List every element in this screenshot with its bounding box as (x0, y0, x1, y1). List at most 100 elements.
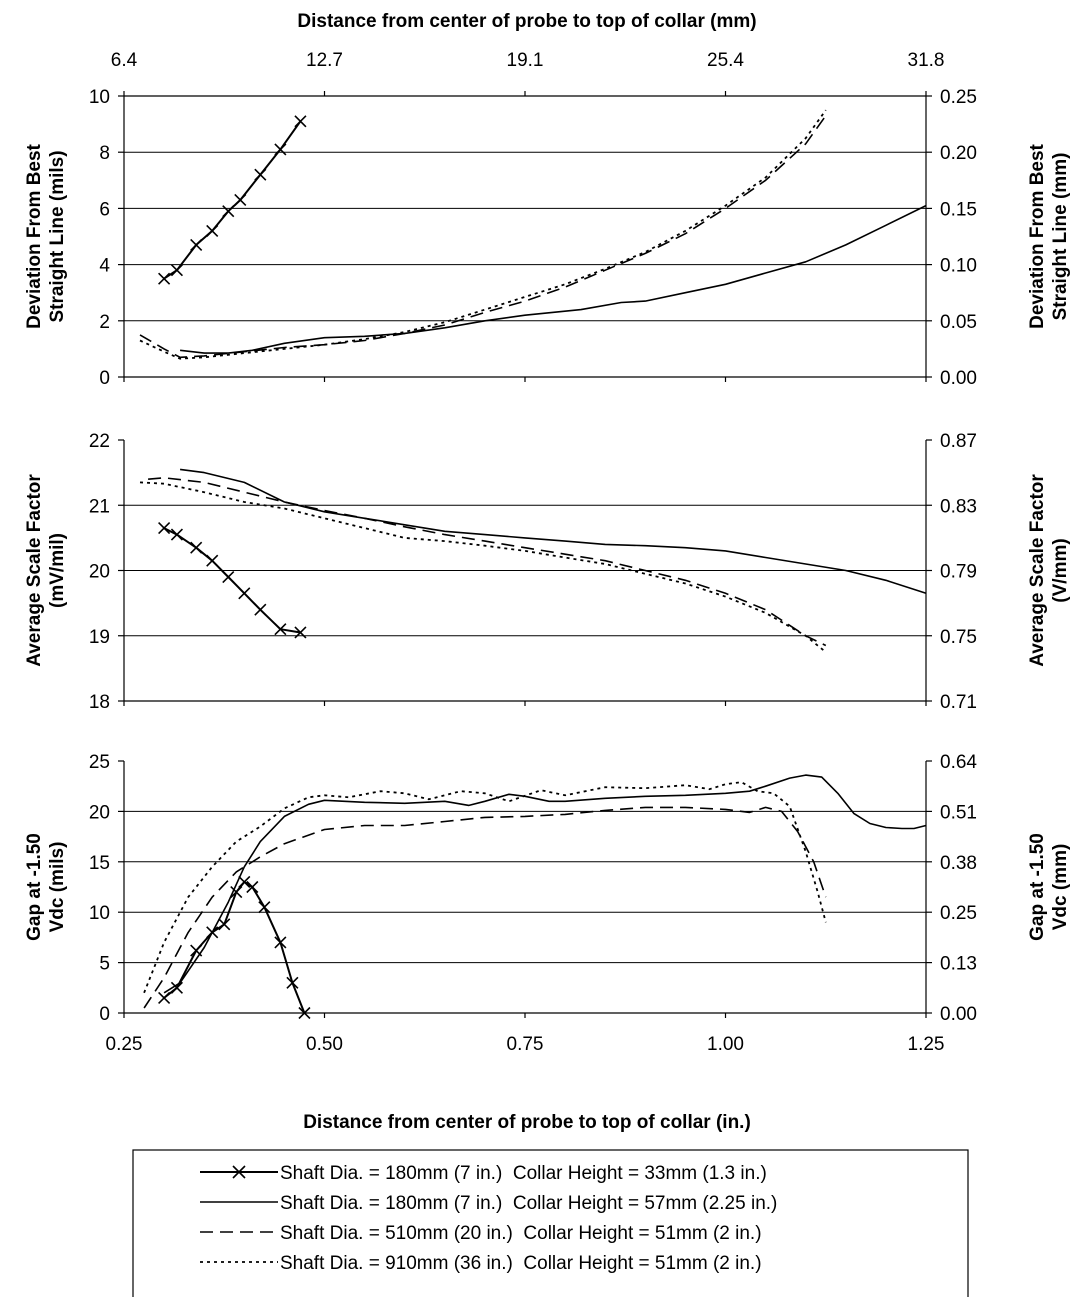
legend-x-marker (232, 1165, 246, 1179)
top-axis: 6.4 12.7 19.1 25.4 31.8 (111, 50, 945, 97)
left-tick-label: 0 (99, 1004, 110, 1025)
x-tick-label: 1.00 (707, 1034, 744, 1055)
x-marker (218, 918, 231, 931)
left-tick-label: 5 (99, 954, 110, 975)
series-line-dotted (143, 781, 827, 994)
x-tick-label: 0.25 (106, 1034, 143, 1055)
left-axis-title-line-2: Vdc (mils) (47, 842, 68, 933)
x-marker (254, 603, 267, 616)
left-axis-title-line-1: Deviation From Best (24, 143, 45, 328)
x-marker (274, 936, 287, 949)
left-axis-title-line-1: Average Scale Factor (24, 474, 45, 667)
right-axis-title: Deviation From Best Straight Line (mm) (1027, 143, 1071, 328)
bottom-axis: 0.25 0.50 0.75 1.00 1.25 (106, 1034, 945, 1055)
legend-box (132, 1149, 969, 1297)
top-axis-title: Distance from center of probe to top of … (297, 11, 756, 32)
series-line-dotted (139, 109, 827, 360)
series-line-dotted (139, 481, 827, 653)
left-tick-label: 21 (89, 496, 110, 517)
panel-1: 0 0.00 2 0.05 4 0.10 6 0.15 8 0.20 10 0.25 Deviation… (24, 87, 1071, 389)
panel-3: 0 0.00 5 0.13 10 0.25 15 0.38 20 0.51 25 0.64 Gap at… (24, 752, 1071, 1025)
left-axis-title-line-2: (mV/mil) (47, 533, 68, 608)
right-tick-label: 0.51 (940, 802, 977, 823)
right-tick-label: 0.38 (940, 853, 977, 874)
x-marker (158, 272, 171, 285)
x-marker (206, 554, 219, 567)
right-axis-title-line-2: (V/mm) (1050, 538, 1071, 602)
left-tick-label: 15 (89, 853, 110, 874)
x-marker (294, 626, 307, 639)
series-line-solid-x (163, 120, 302, 280)
top-tick-label: 19.1 (507, 50, 544, 71)
right-tick-label: 0.13 (940, 954, 977, 975)
x-marker (234, 193, 247, 207)
left-tick-label: 10 (89, 87, 110, 108)
right-axis-title: Gap at -1.50 Vdc (mm) (1027, 833, 1071, 941)
left-tick-label: 0 (99, 368, 110, 389)
right-axis-title-line-1: Average Scale Factor (1027, 474, 1048, 667)
legend: Shaft Dia. = 180mm (7 in.) Collar Height… (132, 1149, 969, 1297)
top-tick-label: 25.4 (707, 50, 744, 71)
series-line-dashed (143, 806, 827, 1009)
plot-panels: 0 0.00 2 0.05 4 0.10 6 0.15 8 0.20 10 0.25 Deviation… (24, 87, 1071, 1025)
x-marker (286, 976, 299, 989)
right-tick-label: 0.75 (940, 627, 977, 648)
left-axis-title: Deviation From Best Straight Line (mils) (24, 143, 68, 328)
right-axis-title: Average Scale Factor (V/mm) (1027, 474, 1071, 667)
left-tick-label: 4 (99, 256, 110, 277)
x-marker (222, 205, 235, 218)
x-tick-label: 0.50 (306, 1034, 343, 1055)
x-marker (206, 224, 219, 237)
left-axis-title: Average Scale Factor (mV/mil) (24, 474, 68, 667)
left-tick-label: 10 (89, 903, 110, 924)
right-tick-label: 0.00 (940, 1004, 977, 1025)
x-marker (294, 115, 307, 128)
x-marker (274, 623, 287, 636)
left-tick-label: 20 (89, 562, 110, 583)
x-marker (238, 587, 251, 600)
right-tick-label: 0.87 (940, 431, 977, 452)
series-line-dashed (139, 115, 827, 359)
x-axis-title: Distance from center of probe to top of … (303, 1112, 751, 1133)
right-tick-label: 0.00 (940, 368, 977, 389)
right-tick-label: 0.71 (940, 692, 977, 713)
series-line-solid (179, 468, 927, 595)
x-marker (238, 875, 251, 889)
x-marker (298, 1006, 311, 1020)
series-line-solid (180, 204, 927, 354)
top-tick-label: 31.8 (908, 50, 945, 71)
x-marker (246, 880, 259, 894)
legend-entry-label: Shaft Dia. = 180mm (7 in.) Collar Height… (280, 1163, 767, 1184)
x-marker (190, 238, 203, 251)
legend-entry-label: Shaft Dia. = 510mm (20 in.) Collar Heigh… (280, 1223, 762, 1244)
right-tick-label: 0.79 (940, 562, 977, 583)
left-axis-title-line-1: Gap at -1.50 (24, 833, 45, 941)
left-tick-label: 8 (99, 143, 110, 164)
x-tick-label: 1.25 (908, 1034, 945, 1055)
left-tick-label: 22 (89, 431, 110, 452)
x-marker (170, 264, 183, 277)
x-marker (254, 168, 267, 181)
x-tick-label: 0.75 (507, 1034, 544, 1055)
right-tick-label: 0.15 (940, 199, 977, 220)
x-marker (274, 143, 287, 156)
x-marker (190, 541, 203, 554)
left-tick-label: 19 (89, 627, 110, 648)
right-tick-label: 0.25 (940, 903, 977, 924)
left-axis-title-line-2: Straight Line (mils) (47, 150, 68, 322)
right-tick-label: 0.64 (940, 752, 977, 773)
left-tick-label: 2 (99, 312, 110, 333)
top-tick-label: 6.4 (111, 50, 138, 71)
right-tick-label: 0.10 (940, 256, 977, 277)
legend-entry-label: Shaft Dia. = 180mm (7 in.) Collar Height… (280, 1193, 777, 1214)
x-marker (170, 981, 183, 994)
right-axis-title-line-2: Straight Line (mm) (1050, 153, 1071, 321)
left-tick-label: 18 (89, 692, 110, 713)
left-tick-label: 25 (89, 752, 110, 773)
right-axis-title-line-1: Gap at -1.50 (1027, 833, 1048, 941)
right-tick-label: 0.20 (940, 143, 977, 164)
series-line-dashed (148, 476, 827, 647)
series-line-solid (163, 774, 927, 994)
right-tick-label: 0.83 (940, 496, 977, 517)
